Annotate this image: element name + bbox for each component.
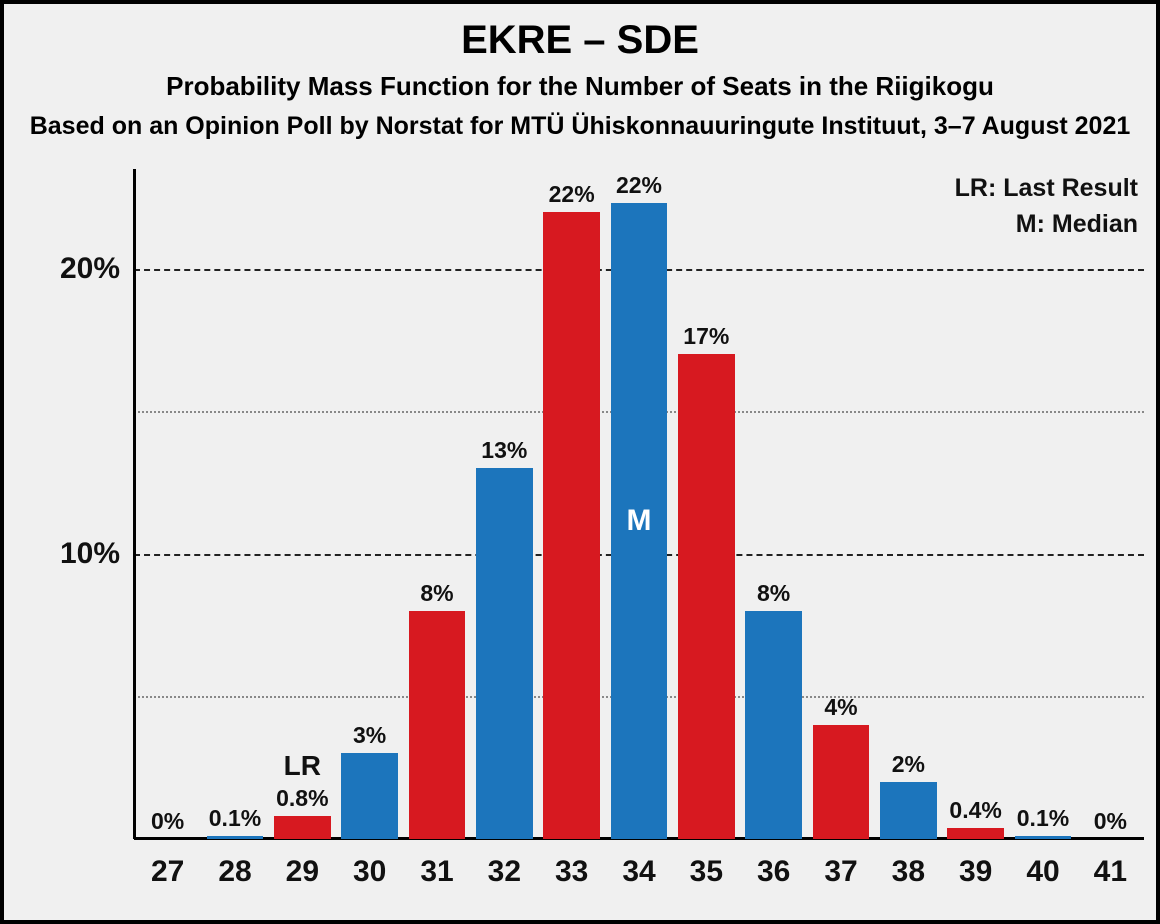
bar-value-label: 4% <box>824 694 857 725</box>
xtick-label: 33 <box>555 839 588 889</box>
bar-value-label: 22% <box>616 172 662 203</box>
bar-value-label: 0.1% <box>209 805 261 836</box>
xtick-label: 41 <box>1094 839 1127 889</box>
chart-title: EKRE – SDE <box>4 18 1156 63</box>
bar-value-label: 0.1% <box>1017 805 1069 836</box>
bar: 8% <box>409 611 466 839</box>
chart-container: © 2021 Filip van Laenen EKRE – SDE Proba… <box>0 0 1160 924</box>
bar-value-label: 3% <box>353 722 386 753</box>
xtick-label: 38 <box>892 839 925 889</box>
bar: 22%M <box>611 203 668 839</box>
ytick-label: 10% <box>60 537 134 571</box>
xtick-label: 30 <box>353 839 386 889</box>
bar: 8% <box>745 611 802 839</box>
bar-value-label: 22% <box>549 181 595 212</box>
xtick-label: 32 <box>488 839 521 889</box>
bar: 22% <box>543 212 600 839</box>
bar-value-label: 8% <box>420 580 453 611</box>
xtick-label: 28 <box>218 839 251 889</box>
bar-value-label: 17% <box>683 323 729 354</box>
ytick-label: 20% <box>60 252 134 286</box>
xtick-label: 29 <box>286 839 319 889</box>
bar-extra-label: LR <box>284 750 321 816</box>
bar-value-label: 0.4% <box>949 797 1001 828</box>
title-block: EKRE – SDE Probability Mass Function for… <box>4 4 1156 141</box>
bar: 0.4% <box>947 828 1004 839</box>
xtick-label: 35 <box>690 839 723 889</box>
bar-value-label: 2% <box>892 751 925 782</box>
xtick-label: 36 <box>757 839 790 889</box>
bar: 0.8%LR <box>274 816 331 839</box>
bar: 4% <box>813 725 870 839</box>
bars: 0%0.1%0.8%LR3%8%13%22%22%M17%8%4%2%0.4%0… <box>134 169 1144 839</box>
xtick-label: 40 <box>1026 839 1059 889</box>
bar: 13% <box>476 468 533 839</box>
bar-value-label: 0% <box>1094 808 1127 839</box>
xtick-label: 39 <box>959 839 992 889</box>
chart-subtitle: Probability Mass Function for the Number… <box>4 71 1156 102</box>
bar: 2% <box>880 782 937 839</box>
bar-inside-label: M <box>626 504 651 538</box>
xtick-label: 37 <box>824 839 857 889</box>
xtick-label: 34 <box>622 839 655 889</box>
bar: 17% <box>678 354 735 839</box>
bar-value-label: 0% <box>151 808 184 839</box>
bar-value-label: 13% <box>481 437 527 468</box>
xtick-label: 31 <box>420 839 453 889</box>
chart-subtitle2: Based on an Opinion Poll by Norstat for … <box>4 112 1156 141</box>
bar: 3% <box>341 753 398 839</box>
bar-value-label: 8% <box>757 580 790 611</box>
plot-area: 10%20%0%0.1%0.8%LR3%8%13%22%22%M17%8%4%2… <box>134 169 1144 839</box>
xtick-label: 27 <box>151 839 184 889</box>
